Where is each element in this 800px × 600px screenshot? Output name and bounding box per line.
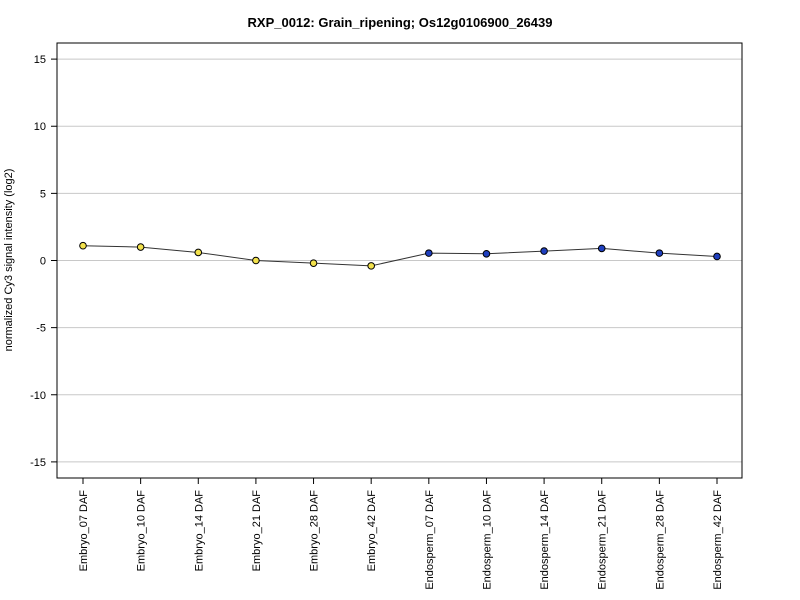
y-axis: -15 -10 -5 0 5 10 15 bbox=[30, 54, 57, 469]
x-tick-label: Endosperm_42 DAF bbox=[712, 490, 724, 590]
data-point bbox=[655, 249, 664, 257]
chart-title: RXP_0012: Grain_ripening; Os12g0106900_2… bbox=[248, 15, 553, 30]
data-point bbox=[309, 259, 318, 267]
data-point bbox=[194, 248, 203, 257]
series-polyline bbox=[82, 245, 718, 267]
x-tick-label: Embryo_21 DAF bbox=[251, 490, 263, 572]
x-tick-label: Endosperm_14 DAF bbox=[539, 490, 551, 590]
x-tick-label: Embryo_14 DAF bbox=[193, 490, 205, 572]
data-point bbox=[482, 249, 491, 258]
data-point bbox=[79, 241, 87, 250]
x-tick-label: Endosperm_21 DAF bbox=[597, 490, 609, 590]
y-tick-label: 5 bbox=[40, 188, 46, 200]
y-tick-label: 15 bbox=[34, 54, 46, 66]
x-tick-label: Embryo_07 DAF bbox=[78, 490, 90, 572]
data-point bbox=[367, 262, 375, 270]
x-tick-label: Endosperm_10 DAF bbox=[481, 490, 493, 590]
series-points bbox=[79, 241, 721, 270]
y-tick-label: -15 bbox=[30, 457, 46, 469]
data-point bbox=[713, 252, 721, 261]
data-point bbox=[540, 247, 548, 255]
y-tick-label: 10 bbox=[34, 121, 46, 133]
x-tick-label: Endosperm_28 DAF bbox=[654, 490, 666, 590]
y-tick-label: -10 bbox=[30, 390, 46, 402]
data-point bbox=[252, 256, 260, 265]
data-point bbox=[136, 243, 145, 251]
series-line bbox=[82, 245, 718, 267]
x-tick-label: Endosperm_07 DAF bbox=[424, 490, 436, 590]
data-point bbox=[425, 249, 433, 257]
y-tick-label: -5 bbox=[36, 323, 46, 335]
x-tick-label: Embryo_10 DAF bbox=[136, 490, 148, 572]
data-point bbox=[597, 244, 606, 253]
y-tick-label: 0 bbox=[40, 256, 46, 268]
y-axis-label: normalized Cy3 signal intensity (log2) bbox=[3, 169, 15, 352]
grid-lines bbox=[57, 58, 742, 463]
x-tick-label: Embryo_42 DAF bbox=[366, 490, 378, 572]
x-tick-label: Embryo_28 DAF bbox=[309, 490, 321, 572]
x-axis: Embryo_07 DAF Embryo_10 DAF Embryo_14 DAF E… bbox=[78, 478, 724, 590]
